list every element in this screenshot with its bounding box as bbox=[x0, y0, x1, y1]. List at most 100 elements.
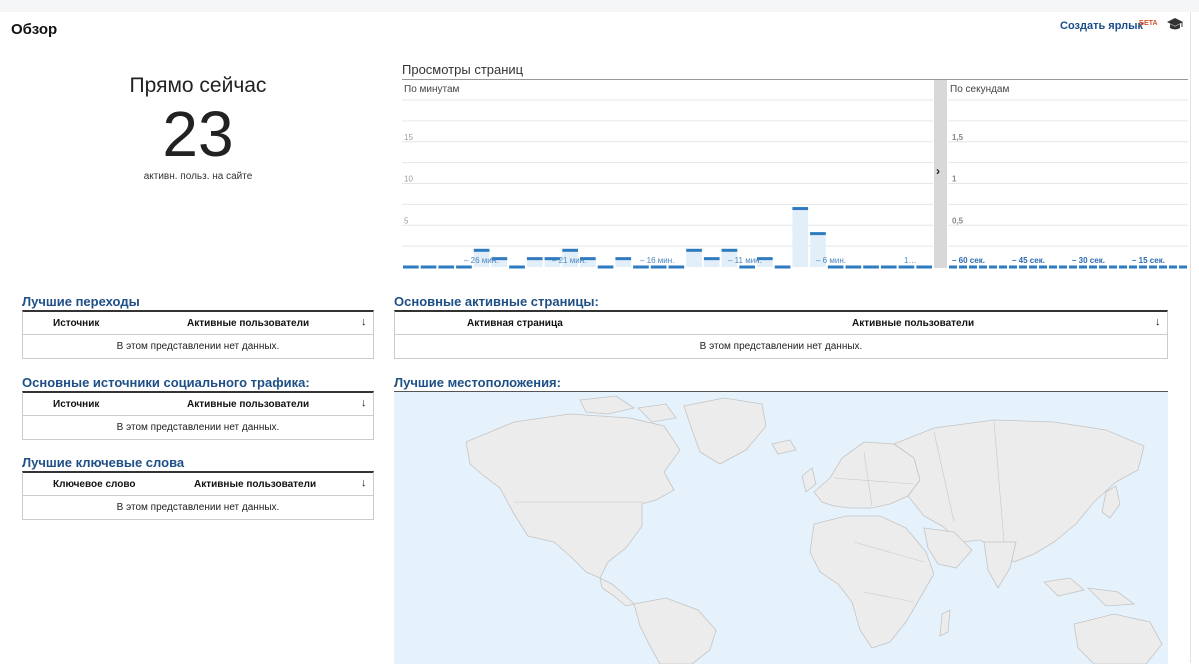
bar-value-mark[interactable] bbox=[959, 265, 967, 269]
arrow-down-icon[interactable]: ↓ bbox=[361, 397, 367, 409]
bar-value-mark[interactable] bbox=[863, 265, 879, 269]
bar-value-mark[interactable] bbox=[438, 265, 455, 269]
bar-value-mark[interactable] bbox=[544, 257, 561, 261]
bar-value-mark[interactable] bbox=[473, 248, 490, 252]
chevron-right-icon[interactable]: › bbox=[936, 164, 940, 178]
bar-value-mark[interactable] bbox=[880, 265, 897, 269]
bar[interactable] bbox=[526, 258, 543, 267]
bar-value-mark[interactable] bbox=[1159, 265, 1167, 269]
bar[interactable] bbox=[810, 233, 826, 267]
world-map[interactable] bbox=[394, 391, 1168, 664]
bar-value-mark[interactable] bbox=[1139, 265, 1147, 269]
bar-value-mark[interactable] bbox=[1089, 265, 1097, 269]
x-tick-label: – 45 сек. bbox=[1012, 256, 1045, 265]
bar-value-mark[interactable] bbox=[1169, 265, 1177, 269]
column-header-active-users[interactable]: Активные пользователи bbox=[187, 399, 310, 410]
pageviews-title: Просмотры страниц bbox=[402, 62, 524, 77]
column-header-active-users[interactable]: Активные пользователи bbox=[187, 318, 310, 329]
bar[interactable] bbox=[703, 258, 720, 267]
top-active-pages-title: Основные активные страницы: bbox=[394, 294, 599, 309]
bar-value-mark[interactable] bbox=[1039, 265, 1047, 269]
bar-value-mark[interactable] bbox=[1079, 265, 1087, 269]
bar-value-mark[interactable] bbox=[827, 265, 844, 269]
bar-value-mark[interactable] bbox=[1019, 265, 1027, 269]
bar-value-mark[interactable] bbox=[703, 257, 720, 261]
bar-value-mark[interactable] bbox=[916, 265, 932, 269]
column-header-keyword[interactable]: Ключевое слово bbox=[53, 479, 136, 490]
y-tick-label: 5 bbox=[404, 216, 409, 225]
column-header-source[interactable]: Источник bbox=[53, 318, 100, 329]
bar-value-mark[interactable] bbox=[615, 257, 632, 261]
bar-value-mark[interactable] bbox=[979, 265, 987, 269]
bar[interactable] bbox=[544, 258, 561, 267]
graduation-cap-icon[interactable] bbox=[1166, 16, 1184, 32]
pageviews-divider bbox=[402, 79, 1188, 80]
bar-value-mark[interactable] bbox=[757, 257, 773, 261]
arrow-down-icon[interactable]: ↓ bbox=[361, 477, 367, 489]
bar-value-mark[interactable] bbox=[845, 265, 862, 269]
arrow-down-icon[interactable]: ↓ bbox=[361, 316, 367, 328]
bar[interactable] bbox=[686, 250, 702, 267]
bar-value-mark[interactable] bbox=[580, 257, 596, 261]
column-header-active-page[interactable]: Активная страница bbox=[467, 318, 563, 329]
bar-value-mark[interactable] bbox=[810, 232, 826, 236]
chart-expand-handle[interactable] bbox=[934, 80, 947, 268]
bar-value-mark[interactable] bbox=[774, 265, 791, 269]
social-sources-title: Основные источники социального трафика: bbox=[22, 375, 310, 390]
bar-value-mark[interactable] bbox=[650, 265, 667, 269]
bar-value-mark[interactable] bbox=[403, 265, 419, 269]
bar[interactable] bbox=[473, 250, 490, 267]
bar-value-mark[interactable] bbox=[1059, 265, 1067, 269]
bar-value-mark[interactable] bbox=[456, 265, 472, 269]
arrow-down-icon[interactable]: ↓ bbox=[1155, 316, 1161, 328]
bar-value-mark[interactable] bbox=[1099, 265, 1107, 269]
bar-value-mark[interactable] bbox=[1149, 265, 1157, 269]
bar-value-mark[interactable] bbox=[597, 265, 614, 269]
bar-value-mark[interactable] bbox=[1129, 265, 1137, 269]
bar-value-mark[interactable] bbox=[526, 257, 543, 261]
column-header-active-users[interactable]: Активные пользователи bbox=[194, 479, 317, 490]
column-header-active-users[interactable]: Активные пользователи bbox=[852, 318, 975, 329]
world-map-shapes bbox=[465, 395, 1163, 664]
bar-value-mark[interactable] bbox=[792, 207, 809, 211]
x-tick-label: – 60 сек. bbox=[952, 256, 985, 265]
table-header: Источник Активные пользователи ↓ bbox=[23, 312, 373, 335]
top-active-pages-table: Активная страница Активные пользователи … bbox=[394, 310, 1168, 359]
bar-value-mark[interactable] bbox=[989, 265, 997, 269]
bar-value-mark[interactable] bbox=[898, 265, 915, 269]
bar-value-mark[interactable] bbox=[668, 265, 685, 269]
bar-value-mark[interactable] bbox=[1109, 265, 1117, 269]
y-tick-label: 1,5 bbox=[952, 133, 964, 142]
bar-value-mark[interactable] bbox=[420, 265, 437, 269]
bar-value-mark[interactable] bbox=[949, 265, 957, 269]
bar[interactable] bbox=[757, 258, 773, 267]
bar[interactable] bbox=[491, 258, 508, 267]
table-header: Источник Активные пользователи ↓ bbox=[23, 393, 373, 416]
bar-value-mark[interactable] bbox=[633, 265, 649, 269]
bar-value-mark[interactable] bbox=[1069, 265, 1077, 269]
bar-value-mark[interactable] bbox=[1179, 265, 1187, 269]
bar-value-mark[interactable] bbox=[1029, 265, 1037, 269]
active-users-count: 23 bbox=[162, 98, 234, 170]
bar[interactable] bbox=[721, 250, 738, 267]
bar[interactable] bbox=[615, 258, 632, 267]
table-header: Активная страница Активные пользователи … bbox=[395, 312, 1167, 335]
create-shortcut-link[interactable]: Создать ярлык bbox=[1060, 20, 1144, 32]
bar-value-mark[interactable] bbox=[491, 257, 508, 261]
bar-value-mark[interactable] bbox=[999, 265, 1007, 269]
bar[interactable] bbox=[792, 208, 809, 267]
bar[interactable] bbox=[580, 258, 596, 267]
y-tick-label: 0,5 bbox=[952, 216, 964, 225]
bar-value-mark[interactable] bbox=[969, 265, 977, 269]
bar-value-mark[interactable] bbox=[562, 248, 578, 252]
bar-value-mark[interactable] bbox=[509, 265, 525, 269]
bar-value-mark[interactable] bbox=[686, 248, 702, 252]
bar-value-mark[interactable] bbox=[739, 265, 755, 269]
column-header-source[interactable]: Источник bbox=[53, 399, 100, 410]
bar-value-mark[interactable] bbox=[721, 248, 738, 252]
bar[interactable] bbox=[562, 250, 578, 267]
bar-value-mark[interactable] bbox=[1119, 265, 1127, 269]
empty-message: В этом представлении нет данных. bbox=[116, 422, 280, 433]
bar-value-mark[interactable] bbox=[1009, 265, 1017, 269]
bar-value-mark[interactable] bbox=[1049, 265, 1057, 269]
